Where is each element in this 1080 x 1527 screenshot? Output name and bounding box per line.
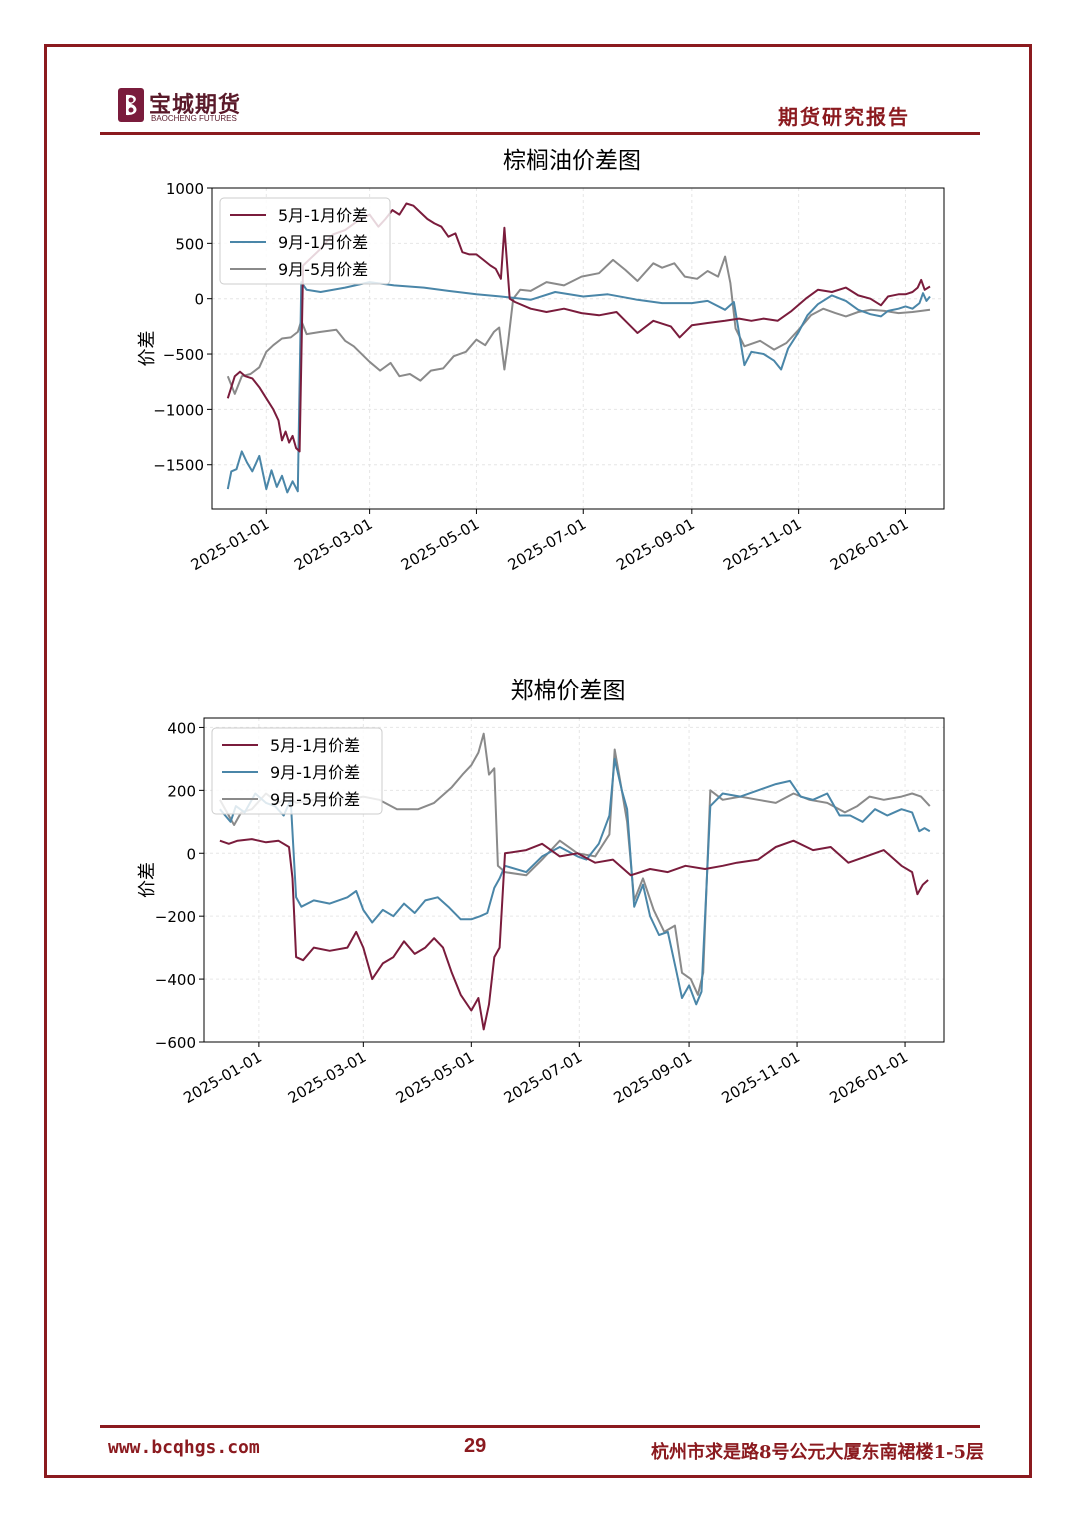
y-tick-label: −1000 [153,401,204,419]
plot-frame [211,187,945,510]
x-tick-label: 2025-05-01 [393,1048,478,1107]
y-tick-label: −600 [155,1034,196,1052]
x-tick-label: 2025-03-01 [291,515,376,574]
chart-title: 郑棉价差图 [511,678,626,704]
x-tick-label: 2025-11-01 [719,1048,804,1107]
footer-website-link[interactable]: www.bcqhgs.com [108,1437,260,1458]
y-tick-label: −1500 [153,457,204,475]
page-number: 29 [464,1435,487,1457]
series-line-2 [219,757,931,1006]
x-tick-label: 2025-09-01 [611,1048,696,1107]
logo-chinese-name: 宝城期货 [149,92,242,118]
y-tick-label: −400 [155,971,196,989]
plot-frame [203,717,945,1043]
palm-oil-spread-chart: 棕榈油价差图 1000 500 0 −500 −1000 −1500 2025-01-01 20… [137,148,945,574]
chart-title: 棕榈油价差图 [503,148,641,174]
y-tick-label: −200 [155,908,196,926]
x-tick-label: 2025-05-01 [398,515,483,574]
logo-english-name: BAOCHENG FUTURES [151,114,237,123]
x-tick-label: 2025-09-01 [613,515,698,574]
y-tick-label: 200 [167,782,196,800]
header-rule [100,132,980,135]
y-tick-label: −500 [163,346,204,364]
legend-box [219,197,391,285]
series-line-2 [226,281,931,494]
x-tick-label: 2026-01-01 [827,515,912,574]
legend-label: 9月-5月价差 [278,260,368,279]
x-tick-label: 2025-03-01 [285,1048,370,1107]
y-tick-label: 500 [175,235,204,253]
footer-rule [100,1425,980,1428]
footer-address: 杭州市求是路8号公元大厦东南裙楼1-5层 [650,1442,984,1463]
x-tick-label: 2025-07-01 [501,1048,586,1107]
y-tick-label: 1000 [166,180,204,198]
x-tick-label: 2025-01-01 [180,1048,265,1107]
legend-label: 9月-1月价差 [270,763,360,782]
y-axis-label: 价差 [137,862,158,898]
series-line-1 [226,202,931,453]
series-line-3 [226,255,931,395]
legend-label: 5月-1月价差 [278,206,368,225]
x-tick-label: 2026-01-01 [827,1048,912,1107]
x-tick-label: 2025-11-01 [720,515,805,574]
x-tick-label: 2025-01-01 [188,515,273,574]
x-tick-label: 2025-07-01 [505,515,590,574]
y-tick-label: 0 [186,845,196,863]
legend-label: 9月-5月价差 [270,790,360,809]
series-line-1 [219,838,929,1031]
chart-legend: 5月-1月价差 9月-1月价差 9月-5月价差 [211,727,383,815]
baocheng-logo-icon [118,88,144,122]
y-tick-label: 400 [167,719,196,737]
y-axis-label: 价差 [137,331,158,367]
legend-label: 9月-1月价差 [278,233,368,252]
report-type-label: 期货研究报告 [778,105,910,129]
chart-legend: 5月-1月价差 9月-1月价差 9月-5月价差 [219,197,391,285]
legend-label: 5月-1月价差 [270,736,360,755]
y-tick-label: 0 [194,291,204,309]
legend-box [211,727,383,815]
page-border [44,44,1032,1478]
